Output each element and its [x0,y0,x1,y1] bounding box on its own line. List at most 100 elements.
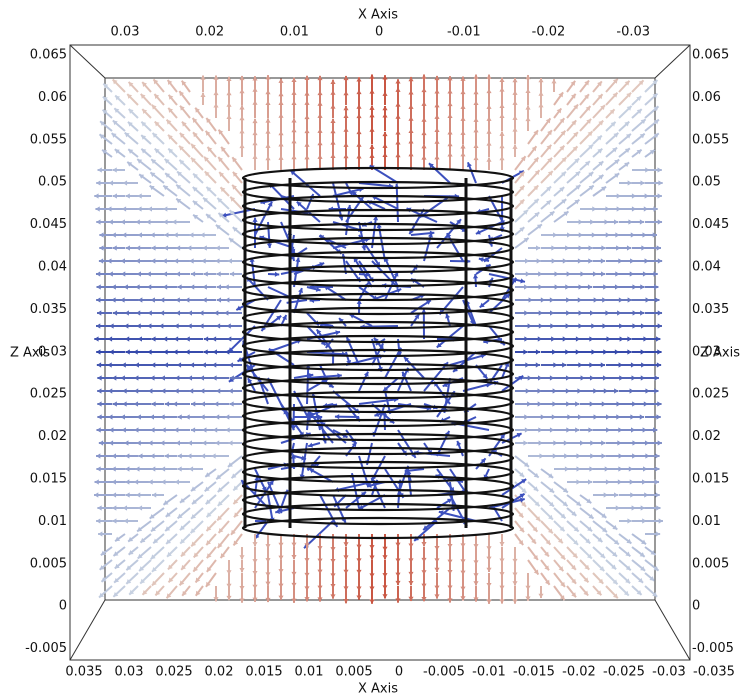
arrow-head [96,297,101,303]
coil-ring [241,404,515,428]
arrow-head [601,271,606,277]
arrow-head [175,440,180,446]
arrow-head [460,76,466,81]
arrow-head [161,388,166,394]
arrow-head [137,505,143,511]
tick-label: 0.06 [692,90,721,105]
arrow-head [614,159,620,165]
arrow-head [185,414,190,420]
arrow-head [587,284,593,290]
arrow-head [265,597,271,603]
arrow-head [649,149,655,155]
arrow-shaft [465,299,477,327]
arrow-head [135,492,141,498]
arrow-head [114,108,120,114]
arrow-head [638,80,644,86]
arrow-head [473,581,479,586]
tick-label: 0.005 [335,665,372,680]
arrow-head [102,109,108,115]
arrow-head [436,342,442,348]
arrow-head [189,284,195,290]
arrow-head [173,258,179,264]
arrow-head [562,336,568,342]
arrow-head [382,152,388,157]
arrow-head [139,174,145,179]
arrow-head [252,140,258,146]
tick-label: 0.065 [30,48,67,63]
arrow-head [589,401,594,407]
arrow-head [150,172,156,178]
arrow-head [125,245,130,251]
arrow-head [405,470,412,475]
arrow-head [96,219,101,225]
arrow-head [125,492,130,498]
arrow-head [447,152,453,157]
arrow-head [298,288,304,293]
arrow-head [236,305,242,311]
arrow-head [657,323,662,329]
arrow-head [137,526,143,532]
arrow-head [149,513,155,519]
arrow-head [598,161,604,167]
arrow-head [588,513,594,519]
arrow-head [217,515,223,521]
arrow-head [146,219,151,225]
arrow-head [278,131,284,136]
tick-label: 0.055 [692,132,729,147]
arrow-head [213,90,219,96]
arrow-head [505,293,510,299]
arrow-head [460,152,466,157]
arrow-head [657,193,662,199]
arrow-head [167,80,173,85]
axis-title: Z Axis [700,346,740,361]
arrow-head [573,526,579,532]
arrow-head [174,388,179,394]
arrow-head [239,89,245,94]
arrow-head [163,219,168,225]
arrow-head [324,285,330,291]
arrow-head [179,159,185,165]
arrow-head [195,577,201,583]
arrow-head [189,232,194,238]
arrow-head [141,148,147,154]
arrow-head [120,219,125,225]
arrow-head [475,229,481,235]
arrow-head [369,74,375,79]
arrow-head [612,78,618,84]
arrow-head [499,143,505,149]
arrow-head [151,466,156,472]
arrow-head [612,551,618,557]
arrow-head [126,579,132,584]
arrow-head [192,200,198,206]
arrow-head [191,143,196,149]
arrow-shaft [267,339,302,353]
arrow-head [215,323,221,329]
arrow-head [382,113,388,118]
arrow-head [304,75,310,81]
arrow-head [215,258,220,264]
arrow-head [97,388,102,394]
arrow-head [187,375,193,381]
arrow-head [137,159,143,164]
arrow-head [120,271,126,277]
arrow-head [616,193,621,199]
arrow-head [266,243,273,248]
arrow-head [252,118,258,124]
arrow-head [291,155,297,160]
arrow-head [519,199,525,205]
arrow-head [479,302,485,308]
arrow-head [576,501,581,506]
arrow-head [460,144,466,149]
arrow-head [657,401,662,407]
arrow-head [205,581,211,587]
arrow-head [596,135,602,141]
arrow-head [486,599,492,604]
arrow-head [309,468,315,474]
arrow-head [561,157,567,163]
arrow-head [456,219,461,225]
arrow-head [115,536,121,542]
arrow-head [121,362,126,368]
arrow-head [128,549,134,555]
arrow-head [265,75,271,80]
arrow-head [108,440,114,446]
